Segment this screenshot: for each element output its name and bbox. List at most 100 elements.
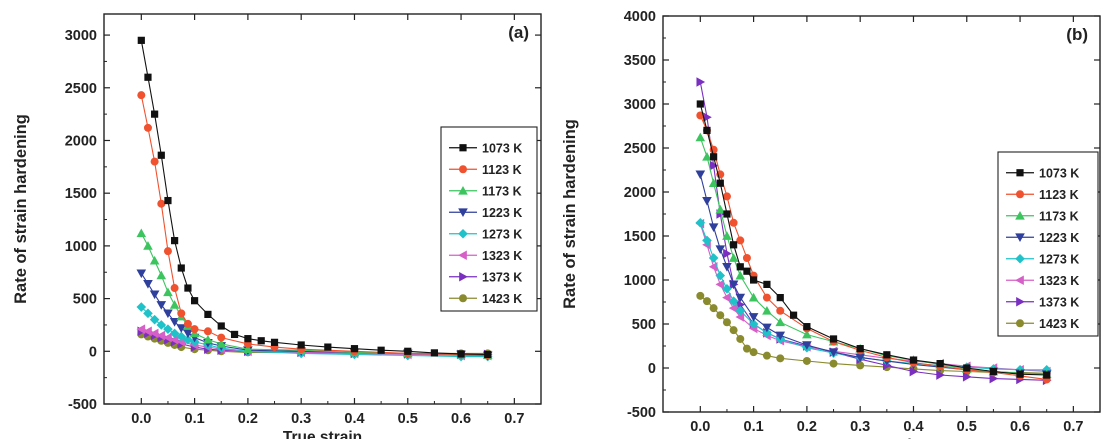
data-point: [728, 253, 739, 262]
data-point: [776, 294, 784, 302]
legend-item: 1223 K: [1006, 231, 1079, 245]
data-point: [170, 284, 179, 293]
series-1123-k: [137, 91, 492, 359]
data-point: [936, 360, 944, 368]
y-tick-label: 1500: [624, 229, 656, 245]
legend-label: 1373 K: [1039, 295, 1079, 309]
data-point: [169, 300, 180, 309]
data-point: [722, 262, 732, 272]
data-point: [762, 293, 771, 302]
legend-marker: [1016, 319, 1024, 328]
data-point: [149, 290, 160, 300]
legend-marker: [458, 185, 468, 195]
data-point: [156, 330, 166, 341]
data-point: [203, 334, 213, 344]
legend-marker: [458, 228, 468, 239]
y-tick-label: 3000: [624, 97, 656, 113]
data-point: [163, 247, 172, 256]
legend-label: 1423 K: [1039, 317, 1079, 331]
data-point: [177, 309, 186, 318]
data-point: [856, 361, 865, 370]
data-point: [716, 179, 724, 187]
data-point: [1043, 371, 1051, 379]
data-point: [763, 280, 771, 288]
data-point: [909, 356, 918, 364]
data-point: [802, 341, 812, 350]
data-point: [702, 235, 712, 246]
legend-item: 1323 K: [449, 249, 522, 263]
data-point: [136, 269, 147, 279]
data-point: [149, 255, 160, 265]
series-line: [699, 115, 1047, 380]
legend-label: 1223 K: [1039, 231, 1079, 245]
legend-item: 1073 K: [1006, 166, 1079, 180]
data-point: [377, 346, 385, 354]
x-tick-label: 0.4: [903, 419, 923, 435]
data-point: [144, 73, 152, 81]
legend-label: 1273 K: [482, 227, 522, 241]
data-point: [484, 350, 492, 359]
legend-item: 1423 K: [1006, 317, 1079, 331]
legend-item: 1123 K: [1006, 188, 1079, 202]
series-line: [699, 103, 1047, 376]
data-point: [742, 344, 751, 353]
y-tick-label: 3500: [624, 53, 656, 69]
data-point: [743, 267, 751, 275]
data-point: [257, 337, 265, 345]
data-point: [828, 348, 839, 357]
legend-label: 1123 K: [482, 163, 522, 177]
legend: 1073 K 1123 K 1173 K 1223 K 1273 K 1323 K 1373…: [440, 126, 538, 312]
data-point: [722, 318, 731, 327]
data-point: [803, 323, 811, 331]
y-axis-label: Rate of strain hardening: [561, 119, 579, 309]
legend-marker: [1016, 169, 1024, 177]
data-point: [216, 339, 227, 348]
data-point: [297, 341, 305, 349]
legend-label: 1223 K: [482, 206, 522, 220]
legend-item: 1173 K: [1006, 209, 1079, 223]
data-point: [762, 323, 772, 333]
y-tick-label: 0: [648, 361, 656, 377]
data-point: [163, 287, 173, 297]
legend-marker: [1016, 296, 1025, 307]
data-point: [722, 292, 731, 303]
data-point: [722, 284, 732, 294]
series-1323-k: [695, 218, 1051, 377]
y-tick-label: 1000: [65, 239, 97, 255]
data-point: [163, 309, 173, 319]
y-tick-label: 4000: [624, 9, 656, 25]
x-tick-label: 0.2: [238, 411, 258, 427]
legend-item: 1273 K: [449, 227, 522, 241]
data-point: [695, 132, 706, 142]
data-point: [776, 354, 785, 363]
data-point: [430, 349, 439, 357]
data-point: [703, 112, 712, 122]
data-point: [137, 91, 146, 100]
data-point: [762, 306, 772, 315]
data-point: [183, 329, 193, 339]
x-tick-label: 0.6: [451, 411, 471, 427]
data-point: [748, 319, 759, 329]
data-point: [729, 218, 738, 227]
data-point: [324, 343, 332, 351]
y-tick-label: 2500: [624, 141, 656, 157]
series-1223-k: [136, 269, 493, 361]
data-point: [702, 196, 712, 206]
data-point: [149, 328, 159, 339]
data-point: [709, 304, 718, 313]
data-point: [230, 330, 239, 339]
data-point: [244, 335, 252, 343]
data-point: [350, 345, 359, 353]
data-point: [136, 324, 146, 334]
data-point: [136, 302, 147, 312]
data-point: [177, 264, 185, 272]
data-point: [736, 236, 745, 245]
data-point: [776, 306, 785, 315]
data-point: [963, 364, 971, 372]
data-point: [708, 178, 719, 188]
data-point: [762, 328, 772, 338]
data-point: [150, 157, 159, 166]
series-line: [699, 295, 1047, 374]
data-point: [1016, 370, 1024, 378]
x-tick-label: 0.6: [1010, 419, 1030, 435]
